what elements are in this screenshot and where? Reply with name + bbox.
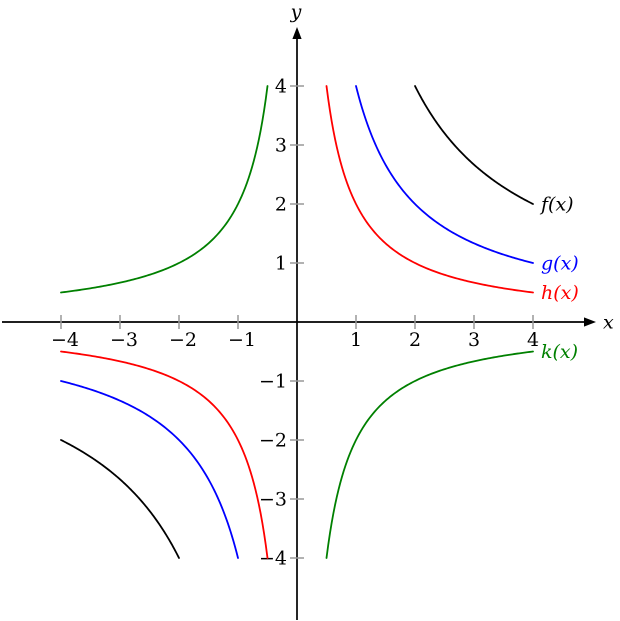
curve-label-f: f(x) <box>539 194 574 216</box>
y-tick-label-2: 2 <box>275 194 287 216</box>
curve-label-k: k(x) <box>541 341 578 363</box>
y-tick-label--4: −4 <box>259 548 287 570</box>
x-axis-arrow-icon <box>584 317 596 327</box>
x-tick-label--1: −1 <box>228 329 256 351</box>
y-tick-label-4: 4 <box>275 76 287 98</box>
x-tick-label-1: 1 <box>350 329 362 351</box>
curve-f-branch-1 <box>414 85 534 205</box>
curve-h-branch-1 <box>325 85 534 294</box>
curve-f-branch-2 <box>60 439 180 559</box>
y-axis-arrow-icon <box>292 27 302 39</box>
x-tick-label-2: 2 <box>409 329 421 351</box>
y-tick-label--2: −2 <box>259 430 287 452</box>
x-tick-label--3: −3 <box>110 329 138 351</box>
curve-k-branch-2 <box>325 350 534 559</box>
y-tick-label--3: −3 <box>259 489 287 511</box>
curve-label-h: h(x) <box>541 282 579 304</box>
x-axis-label: x <box>603 312 614 334</box>
y-tick-label-3: 3 <box>275 135 287 157</box>
x-tick-label--4: −4 <box>51 329 79 351</box>
curve-h-branch-2 <box>60 350 269 559</box>
curve-g-branch-1 <box>355 85 534 264</box>
curve-g-branch-2 <box>60 380 239 559</box>
curve-label-g: g(x) <box>541 253 579 275</box>
y-tick-label-1: 1 <box>275 253 287 275</box>
x-tick-label--2: −2 <box>169 329 197 351</box>
curve-k-branch-1 <box>60 85 269 294</box>
x-tick-label-4: 4 <box>527 329 539 351</box>
y-axis-label: y <box>290 1 302 23</box>
x-tick-label-3: 3 <box>468 329 480 351</box>
y-tick-label--1: −1 <box>259 371 287 393</box>
